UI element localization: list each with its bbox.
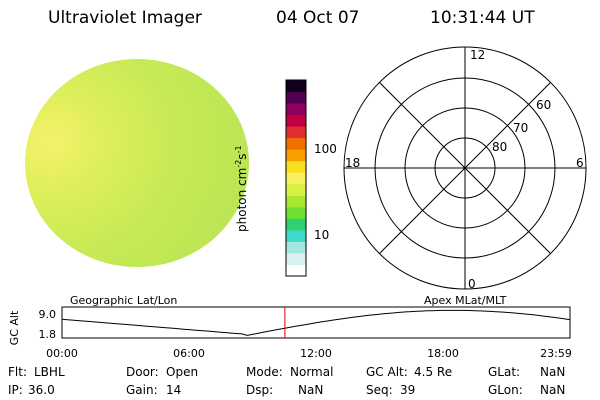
ip-label: IP:: [8, 383, 23, 397]
timeline-y-top: 9.0: [39, 308, 57, 321]
polar-grid: 12 18 6 0 60 70 80: [343, 46, 587, 291]
colorbar-segment: [286, 103, 306, 116]
timeline-tick-label: 12:00: [300, 347, 332, 360]
gcalt-label: GC Alt:: [366, 365, 408, 379]
door-value: Open: [166, 365, 199, 379]
instrument-title: Ultraviolet Imager: [48, 8, 202, 28]
timeline-y-bottom: 1.8: [39, 328, 57, 341]
colorbar-segment: [286, 195, 306, 208]
colorbar-segment: [286, 252, 306, 265]
colorbar-segment: [286, 137, 306, 150]
time-label: 10:31:44 UT: [430, 8, 535, 28]
colorbar-tick-10: 10: [314, 228, 330, 242]
mlt-18-label: 18: [345, 156, 360, 170]
mode-label: Mode:: [246, 365, 283, 379]
mlt-6-label: 6: [576, 156, 584, 170]
seq-label: Seq:: [366, 383, 393, 397]
mlt-0-label: 0: [468, 277, 476, 291]
colorbar-segment: [286, 172, 306, 185]
colorbar-frame: [285, 79, 307, 277]
colorbar-segment: [286, 126, 306, 139]
timeline-y-label: GC Alt: [8, 310, 21, 345]
colorbar-segment: [286, 80, 306, 93]
colorbar-segment: [286, 114, 306, 127]
colorbar-segment: [286, 264, 306, 277]
uv-image-disc: [25, 59, 249, 267]
dsp-value: NaN: [298, 383, 324, 397]
door-label: Door:: [126, 365, 159, 379]
mlt-12-label: 12: [470, 48, 485, 62]
ip-value: 36.0: [28, 383, 55, 397]
gcalt-value: 4.5 Re: [414, 365, 453, 379]
timeline-tick-label: 23:59: [540, 347, 572, 360]
altitude-timeline: Geographic Lat/Lon Apex MLat/MLT GC Alt …: [8, 294, 572, 360]
colorbar-segment: [286, 229, 306, 242]
timeline-tick-label: 06:00: [173, 347, 205, 360]
dsp-label: Dsp:: [246, 383, 274, 397]
lat-60-label: 60: [536, 98, 551, 112]
glat-value: NaN: [540, 365, 566, 379]
glat-label: GLat:: [488, 365, 521, 379]
timeline-tick-label: 00:00: [46, 347, 78, 360]
colorbar-tick-100: 100: [314, 142, 337, 156]
timeline-left-label: Geographic Lat/Lon: [70, 294, 177, 307]
colorbar-unit-label: photon cm-2s-1: [234, 145, 249, 232]
colorbar-segment: [286, 160, 306, 173]
timeline-tick-label: 18:00: [427, 347, 459, 360]
date-label: 04 Oct 07: [276, 8, 360, 28]
colorbar-segment: [286, 91, 306, 104]
mode-value: Normal: [290, 365, 334, 379]
timeline-frame: [61, 306, 571, 339]
colorbar-segment: [286, 218, 306, 231]
colorbar-segment: [286, 149, 306, 162]
colorbar-segment: [286, 206, 306, 219]
glon-value: NaN: [540, 383, 566, 397]
flt-label: Flt:: [8, 365, 27, 379]
lat-80-label: 80: [492, 140, 507, 154]
colorbar-segment: [286, 241, 306, 254]
gain-label: Gain:: [126, 383, 158, 397]
timeline-right-label: Apex MLat/MLT: [424, 294, 507, 307]
seq-value: 39: [400, 383, 416, 397]
lat-70-label: 70: [513, 121, 528, 135]
glon-label: GLon:: [488, 383, 523, 397]
gain-value: 14: [166, 383, 182, 397]
colorbar-segment: [286, 183, 306, 196]
altitude-curve: [61, 309, 571, 336]
colorbar: [285, 79, 307, 277]
flt-value: LBHL: [34, 365, 65, 379]
